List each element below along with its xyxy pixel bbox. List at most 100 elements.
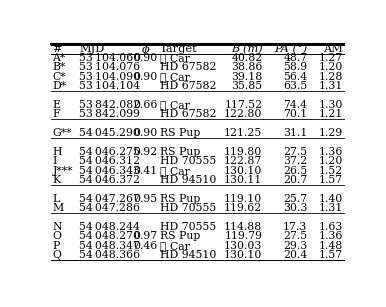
Text: 130.10: 130.10 <box>224 165 262 176</box>
Text: 31.1: 31.1 <box>283 128 307 138</box>
Text: 53 104.090: 53 104.090 <box>80 72 141 82</box>
Text: 53 104.104: 53 104.104 <box>80 81 141 91</box>
Text: P: P <box>52 241 60 251</box>
Text: 1.57: 1.57 <box>319 175 343 185</box>
Text: 130.11: 130.11 <box>224 175 262 185</box>
Text: H: H <box>52 147 62 157</box>
Text: E: E <box>52 100 61 110</box>
Text: 0.46: 0.46 <box>133 241 157 251</box>
Text: B (m): B (m) <box>231 44 262 54</box>
Text: 1.52: 1.52 <box>319 165 343 176</box>
Text: HD 70555: HD 70555 <box>160 222 217 232</box>
Text: 1.29: 1.29 <box>319 128 343 138</box>
Text: PA (°): PA (°) <box>274 44 307 54</box>
Text: ϕ: ϕ <box>142 44 149 55</box>
Text: 1.40: 1.40 <box>319 194 343 204</box>
Text: 119.62: 119.62 <box>224 203 262 213</box>
Text: 53 104.060: 53 104.060 <box>80 53 141 63</box>
Text: 54 048.347: 54 048.347 <box>80 241 140 251</box>
Text: RS Pup: RS Pup <box>160 231 200 241</box>
Text: ℓ Car: ℓ Car <box>160 53 190 63</box>
Text: RS Pup: RS Pup <box>160 147 200 157</box>
Text: 0.97: 0.97 <box>134 231 157 241</box>
Text: 38.86: 38.86 <box>231 62 262 72</box>
Text: 1.48: 1.48 <box>319 241 343 251</box>
Text: RS Pup: RS Pup <box>160 194 200 204</box>
Text: 1.63: 1.63 <box>319 222 343 232</box>
Text: 25.7: 25.7 <box>283 194 307 204</box>
Text: K: K <box>52 175 61 185</box>
Text: HD 94510: HD 94510 <box>160 250 217 260</box>
Text: 53 842.082: 53 842.082 <box>80 100 141 110</box>
Text: O: O <box>52 231 61 241</box>
Text: 119.79: 119.79 <box>224 231 262 241</box>
Text: 117.52: 117.52 <box>224 100 262 110</box>
Text: 0.90: 0.90 <box>133 72 157 82</box>
Text: 1.20: 1.20 <box>319 62 343 72</box>
Text: 53 842.099: 53 842.099 <box>80 109 141 119</box>
Text: 119.10: 119.10 <box>224 194 262 204</box>
Text: HD 67582: HD 67582 <box>160 81 217 91</box>
Text: 130.03: 130.03 <box>224 241 262 251</box>
Text: 1.28: 1.28 <box>319 72 343 82</box>
Text: 70.1: 70.1 <box>283 109 307 119</box>
Text: 122.87: 122.87 <box>224 156 262 166</box>
Text: 1.31: 1.31 <box>319 81 343 91</box>
Text: 1.20: 1.20 <box>319 156 343 166</box>
Text: 58.9: 58.9 <box>283 62 307 72</box>
Text: I: I <box>52 156 57 166</box>
Text: HD 67582: HD 67582 <box>160 109 217 119</box>
Text: L: L <box>52 194 60 204</box>
Text: C*: C* <box>52 72 66 82</box>
Text: 54 045.290: 54 045.290 <box>80 128 140 138</box>
Text: 54 048.244: 54 048.244 <box>80 222 140 232</box>
Text: HD 67582: HD 67582 <box>160 62 217 72</box>
Text: 0.41: 0.41 <box>133 165 157 176</box>
Text: 0.90: 0.90 <box>133 128 157 138</box>
Text: 0.95: 0.95 <box>134 194 157 204</box>
Text: B*: B* <box>52 62 66 72</box>
Text: AM: AM <box>323 44 343 54</box>
Text: 20.4: 20.4 <box>283 250 307 260</box>
Text: 1.36: 1.36 <box>319 231 343 241</box>
Text: 37.2: 37.2 <box>283 156 307 166</box>
Text: 35.85: 35.85 <box>231 81 262 91</box>
Text: A*: A* <box>52 53 66 63</box>
Text: 20.7: 20.7 <box>283 175 307 185</box>
Text: 54 047.267: 54 047.267 <box>80 194 140 204</box>
Text: HD 70555: HD 70555 <box>160 203 217 213</box>
Text: J***: J*** <box>52 165 73 176</box>
Text: 54 046.275: 54 046.275 <box>80 147 140 157</box>
Text: 130.10: 130.10 <box>224 250 262 260</box>
Text: 0.66: 0.66 <box>133 100 157 110</box>
Text: ℓ Car: ℓ Car <box>160 100 190 110</box>
Text: 0.90: 0.90 <box>133 53 157 63</box>
Text: 1.36: 1.36 <box>319 147 343 157</box>
Text: 114.88: 114.88 <box>224 222 262 232</box>
Text: 17.3: 17.3 <box>283 222 307 232</box>
Text: 30.3: 30.3 <box>283 203 307 213</box>
Text: 122.80: 122.80 <box>224 109 262 119</box>
Text: #: # <box>52 44 62 54</box>
Text: 27.5: 27.5 <box>283 147 307 157</box>
Text: 63.5: 63.5 <box>283 81 307 91</box>
Text: M: M <box>52 203 64 213</box>
Text: 54 047.286: 54 047.286 <box>80 203 141 213</box>
Text: 119.80: 119.80 <box>224 147 262 157</box>
Text: 1.31: 1.31 <box>319 203 343 213</box>
Text: 53 104.076: 53 104.076 <box>80 62 141 72</box>
Text: 56.4: 56.4 <box>283 72 307 82</box>
Text: Target: Target <box>160 44 198 54</box>
Text: 29.3: 29.3 <box>283 241 307 251</box>
Text: 1.27: 1.27 <box>319 53 343 63</box>
Text: 74.4: 74.4 <box>283 100 307 110</box>
Text: 0.92: 0.92 <box>133 147 157 157</box>
Text: ℓ Car: ℓ Car <box>160 241 190 251</box>
Text: 54 046.343: 54 046.343 <box>80 165 141 176</box>
Text: 1.21: 1.21 <box>319 109 343 119</box>
Text: HD 70555: HD 70555 <box>160 156 217 166</box>
Text: 27.5: 27.5 <box>283 231 307 241</box>
Text: 1.30: 1.30 <box>319 100 343 110</box>
Text: ℓ Car: ℓ Car <box>160 72 190 82</box>
Text: HD 94510: HD 94510 <box>160 175 217 185</box>
